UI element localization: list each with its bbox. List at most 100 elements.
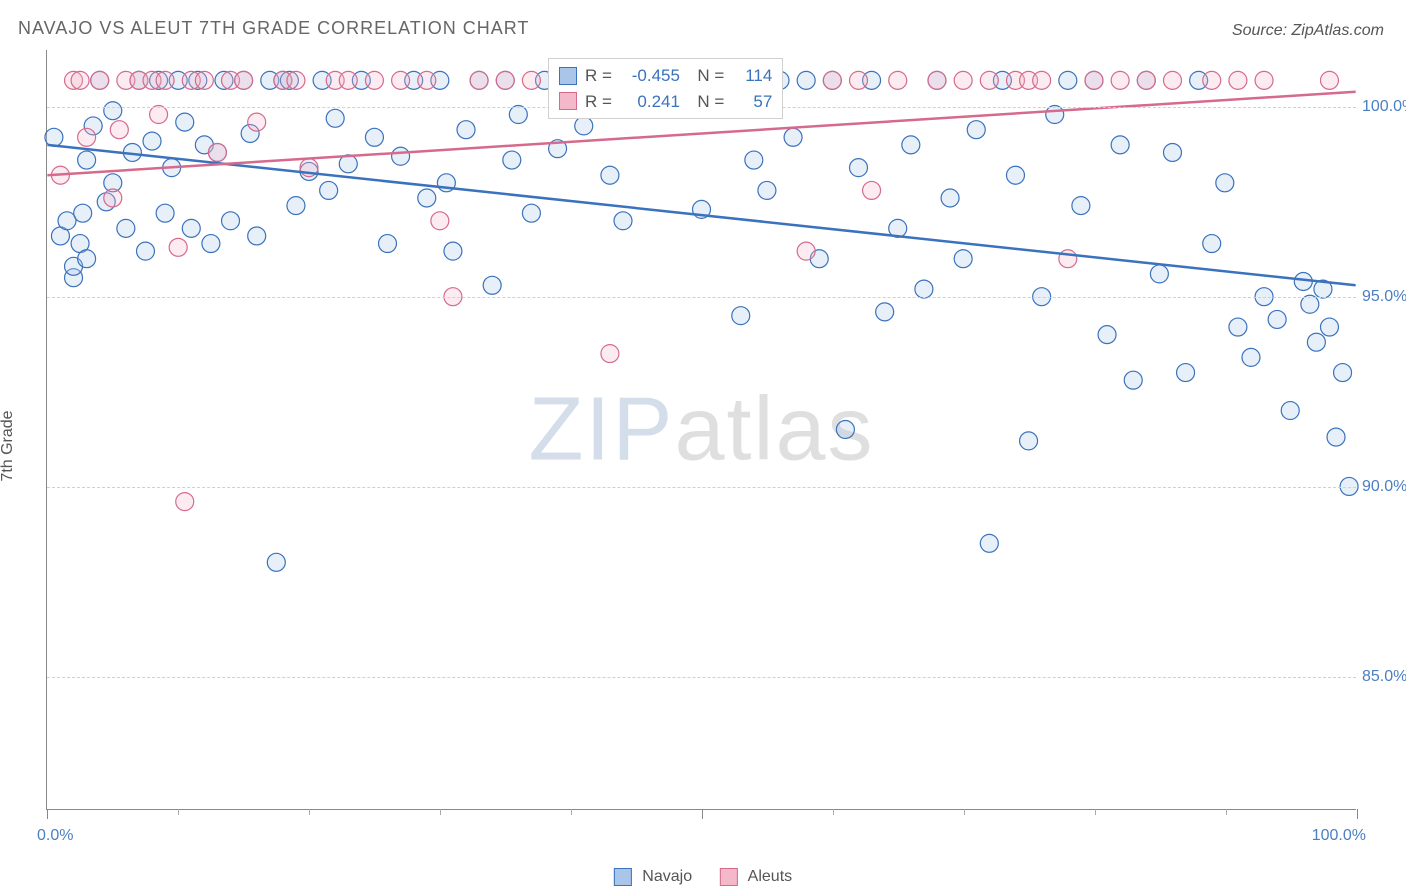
- x-tick-minor: [309, 809, 310, 815]
- y-tick-label: 85.0%: [1362, 668, 1406, 686]
- scatter-point: [1320, 318, 1338, 336]
- scatter-point: [182, 219, 200, 237]
- x-tick-major: [47, 809, 48, 819]
- scatter-point: [74, 204, 92, 222]
- scatter-point: [470, 71, 488, 89]
- scatter-point: [1124, 371, 1142, 389]
- scatter-point: [1137, 71, 1155, 89]
- x-tick-minor: [1226, 809, 1227, 815]
- scatter-point: [980, 534, 998, 552]
- gridline-h: [47, 677, 1356, 678]
- gridline-h: [47, 487, 1356, 488]
- stats-n-value: 114: [732, 63, 772, 89]
- gridline-h: [47, 297, 1356, 298]
- scatter-point: [71, 71, 89, 89]
- scatter-point: [797, 242, 815, 260]
- scatter-point: [267, 553, 285, 571]
- legend-item-aleuts: Aleuts: [720, 868, 792, 886]
- scatter-point: [78, 151, 96, 169]
- scatter-point: [954, 250, 972, 268]
- chart-svg: [47, 50, 1356, 809]
- scatter-point: [1020, 432, 1038, 450]
- legend-label-aleuts: Aleuts: [748, 868, 792, 885]
- scatter-point: [1059, 250, 1077, 268]
- scatter-point: [418, 189, 436, 207]
- scatter-point: [1307, 333, 1325, 351]
- scatter-point: [509, 106, 527, 124]
- scatter-point: [1085, 71, 1103, 89]
- scatter-point: [1216, 174, 1234, 192]
- y-axis-title: 7th Grade: [0, 410, 17, 481]
- scatter-point: [1334, 364, 1352, 382]
- scatter-point: [104, 102, 122, 120]
- scatter-point: [1203, 235, 1221, 253]
- scatter-point: [365, 71, 383, 89]
- stats-n-label: N =: [688, 63, 724, 89]
- x-tick-minor: [833, 809, 834, 815]
- chart-container: NAVAJO VS ALEUT 7TH GRADE CORRELATION CH…: [0, 0, 1406, 892]
- scatter-point: [784, 128, 802, 146]
- scatter-point: [876, 303, 894, 321]
- x-tick-major: [1357, 809, 1358, 819]
- scatter-point: [392, 71, 410, 89]
- scatter-point: [326, 109, 344, 127]
- scatter-point: [850, 71, 868, 89]
- scatter-point: [1111, 136, 1129, 154]
- x-axis-label-left: 0.0%: [37, 827, 73, 845]
- scatter-point: [1268, 310, 1286, 328]
- scatter-point: [1203, 71, 1221, 89]
- scatter-point: [1072, 197, 1090, 215]
- scatter-point: [1242, 348, 1260, 366]
- scatter-point: [954, 71, 972, 89]
- scatter-point: [156, 71, 174, 89]
- scatter-point: [202, 235, 220, 253]
- scatter-point: [503, 151, 521, 169]
- scatter-point: [863, 181, 881, 199]
- y-tick-label: 100.0%: [1362, 98, 1406, 116]
- scatter-point: [457, 121, 475, 139]
- scatter-point: [758, 181, 776, 199]
- scatter-point: [339, 71, 357, 89]
- scatter-point: [575, 117, 593, 135]
- y-tick-label: 95.0%: [1362, 288, 1406, 306]
- scatter-point: [1255, 71, 1273, 89]
- scatter-point: [156, 204, 174, 222]
- scatter-point: [915, 280, 933, 298]
- scatter-point: [1229, 71, 1247, 89]
- stats-n-value: 57: [732, 89, 772, 115]
- scatter-point: [431, 212, 449, 230]
- scatter-point: [208, 143, 226, 161]
- stats-r-value: 0.241: [620, 89, 680, 115]
- scatter-point: [1033, 71, 1051, 89]
- x-tick-minor: [440, 809, 441, 815]
- chart-source: Source: ZipAtlas.com: [1232, 22, 1384, 40]
- scatter-point: [176, 113, 194, 131]
- scatter-point: [889, 71, 907, 89]
- legend-label-navajo: Navajo: [642, 868, 692, 885]
- scatter-point: [1006, 166, 1024, 184]
- scatter-point: [104, 189, 122, 207]
- scatter-point: [745, 151, 763, 169]
- x-tick-minor: [571, 809, 572, 815]
- scatter-point: [1059, 71, 1077, 89]
- scatter-point: [732, 307, 750, 325]
- scatter-point: [248, 113, 266, 131]
- x-axis-label-right: 100.0%: [1312, 827, 1366, 845]
- stats-row: R =-0.455 N =114: [559, 63, 772, 89]
- scatter-point: [235, 71, 253, 89]
- chart-title: NAVAJO VS ALEUT 7TH GRADE CORRELATION CH…: [18, 18, 529, 39]
- stats-row: R =0.241 N =57: [559, 89, 772, 115]
- scatter-point: [287, 197, 305, 215]
- scatter-point: [117, 219, 135, 237]
- stats-r-label: R =: [585, 63, 612, 89]
- scatter-point: [850, 159, 868, 177]
- correlation-stats-box: R =-0.455 N =114R =0.241 N =57: [548, 58, 783, 119]
- scatter-point: [522, 204, 540, 222]
- scatter-point: [1111, 71, 1129, 89]
- scatter-point: [1327, 428, 1345, 446]
- scatter-point: [483, 276, 501, 294]
- scatter-point: [287, 71, 305, 89]
- x-tick-minor: [964, 809, 965, 815]
- scatter-point: [836, 421, 854, 439]
- scatter-point: [78, 128, 96, 146]
